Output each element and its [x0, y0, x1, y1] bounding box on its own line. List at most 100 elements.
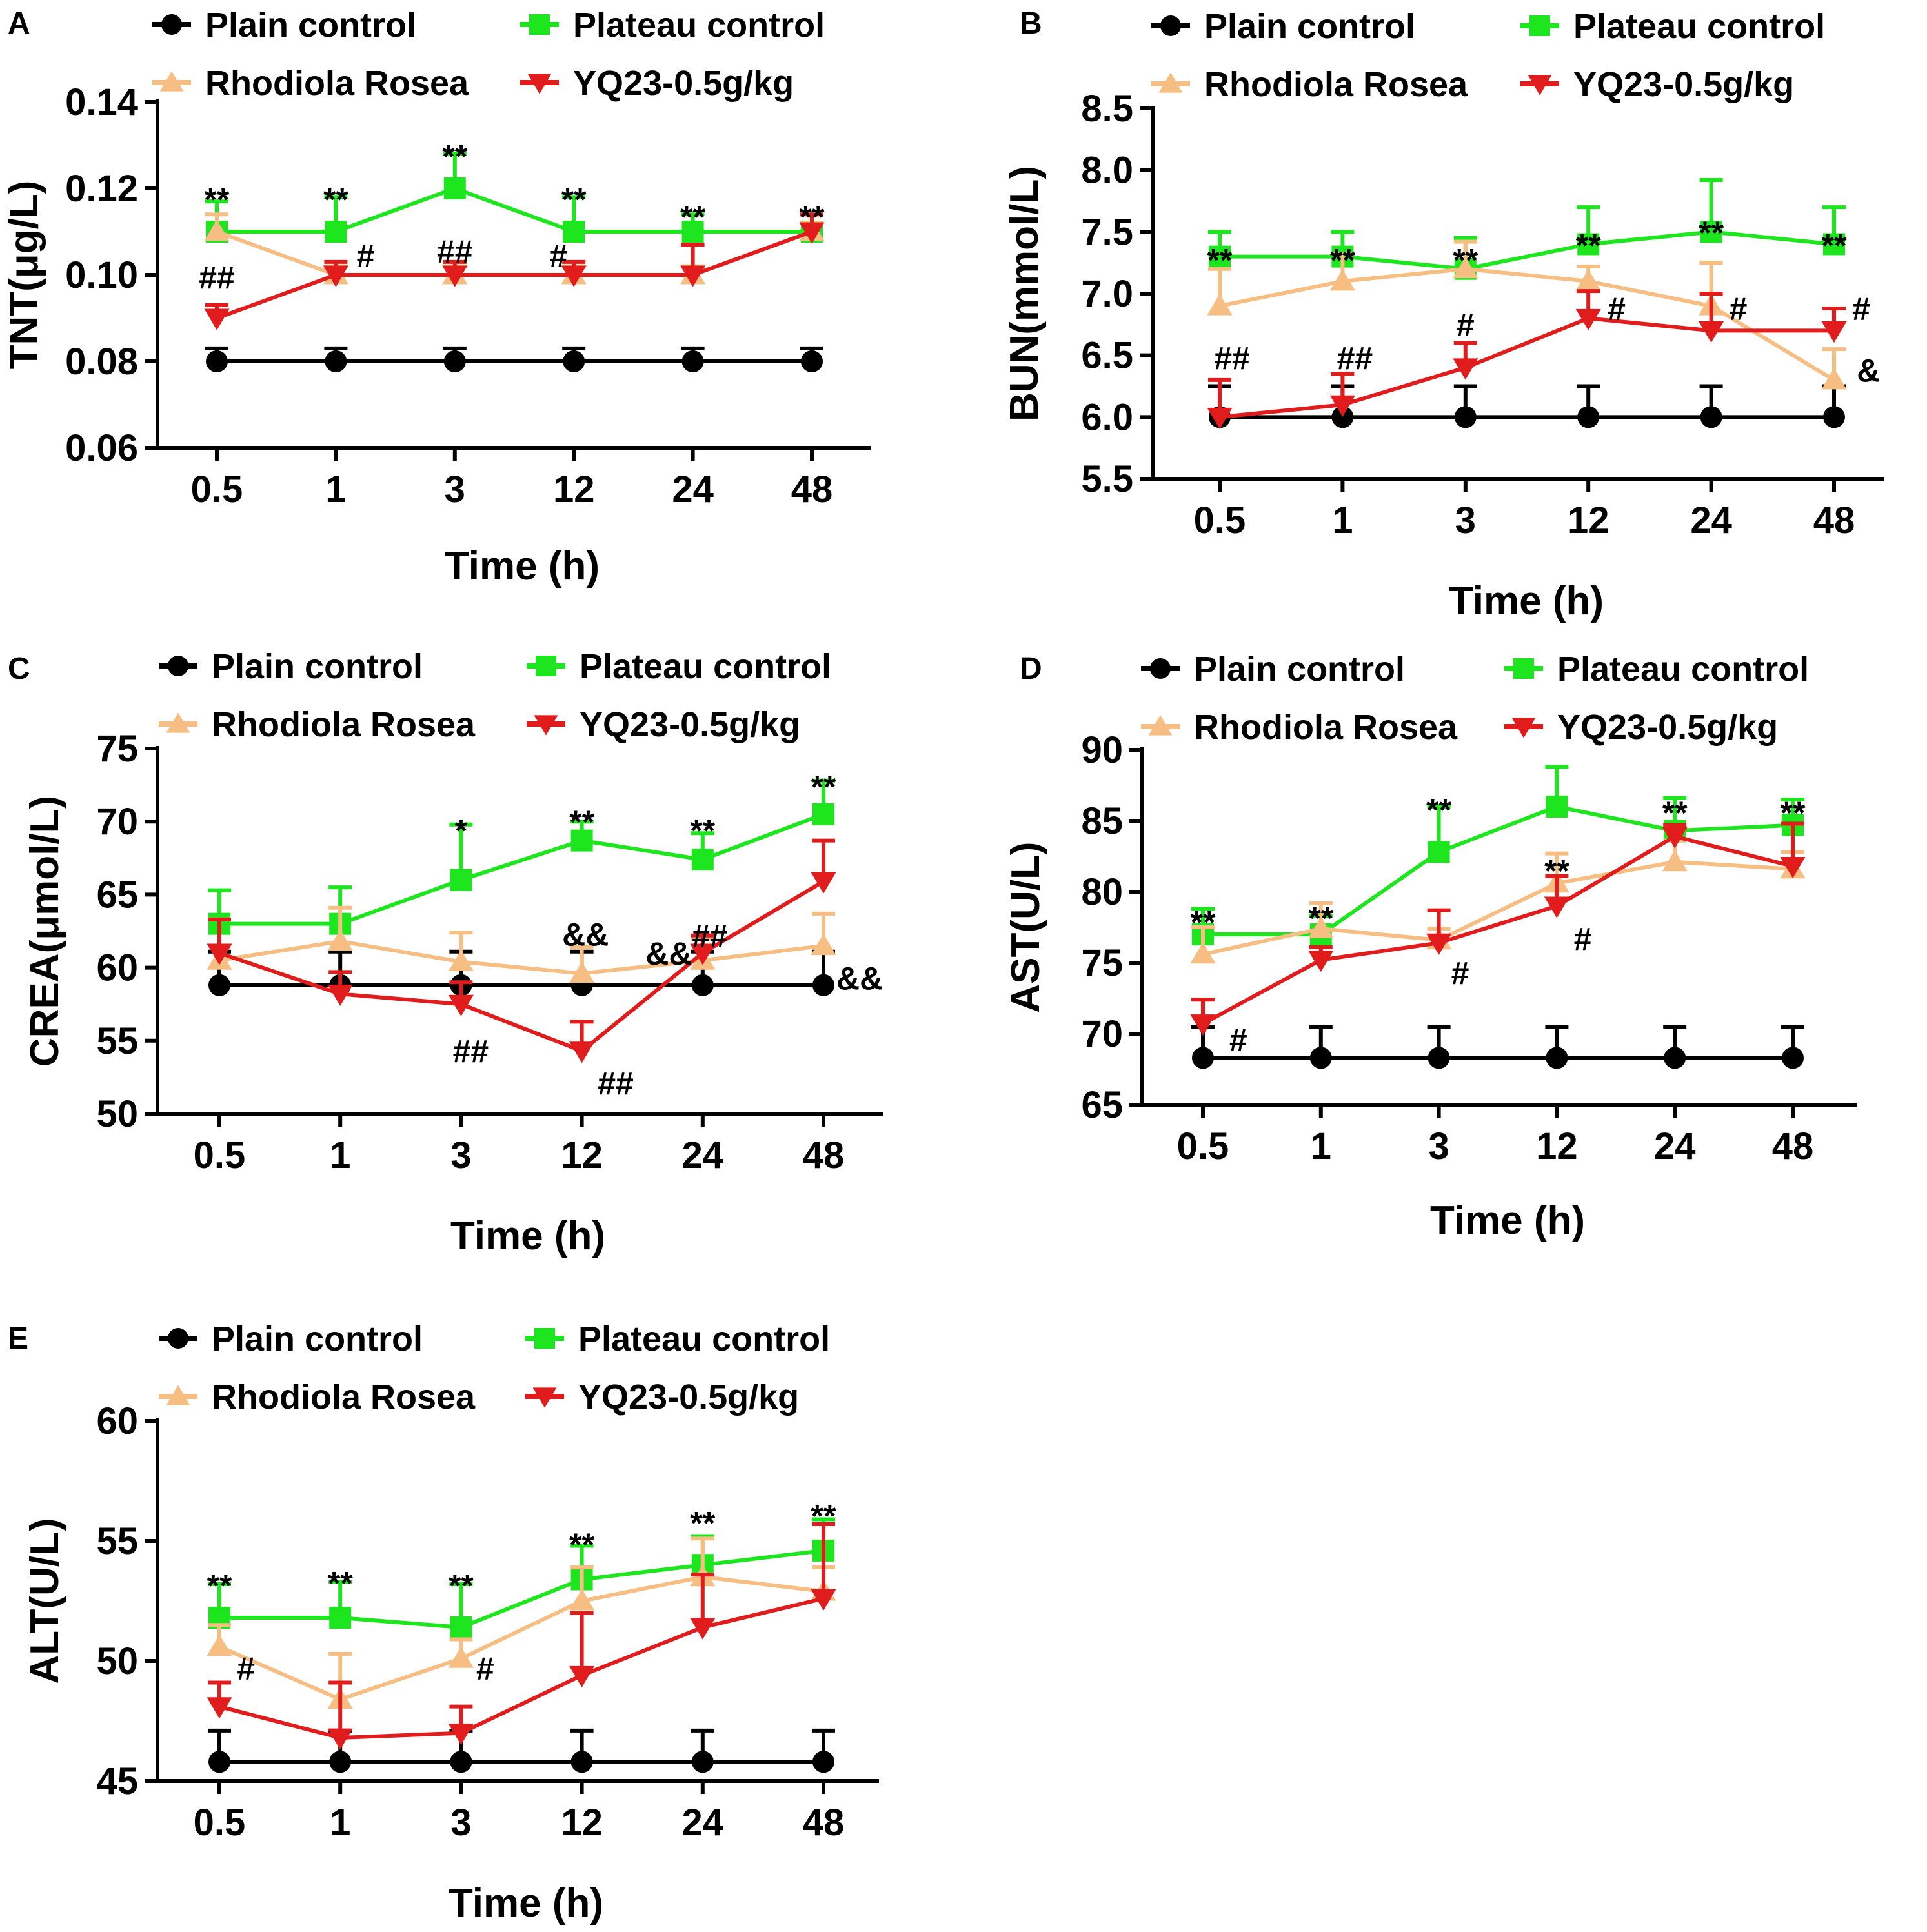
legend-plateau-control-marker: [1529, 15, 1550, 36]
data-point: [1308, 916, 1334, 938]
series-line-plateau-control: [219, 1548, 824, 1629]
data-point: [1699, 321, 1724, 343]
y-tick-label: 0.08: [65, 341, 138, 383]
series-yq23-0-5g-kg: [207, 838, 836, 1063]
legend-label-plain-control: Plain control: [212, 647, 423, 686]
data-point: [450, 1616, 472, 1638]
panel-letter-a: A: [8, 6, 30, 41]
data-point: [812, 974, 834, 996]
y-tick-label: 7.5: [1081, 211, 1133, 253]
data-point: [448, 949, 474, 971]
data-point: [327, 929, 353, 951]
annotation: *: [455, 812, 468, 849]
x-tick-label: 0.5: [191, 468, 243, 510]
y-tick-label: 60: [96, 1400, 138, 1442]
y-tick-label: 0.14: [65, 81, 138, 123]
annotation: **: [561, 182, 587, 218]
legend-rhodiola-rosea-marker: [166, 712, 190, 733]
chart-panel-a: A Plain control Plateau control Rhodiola Ro…: [2, 6, 871, 589]
legend-label-yq23-0-5g-kg: YQ23-0.5g/kg: [573, 64, 794, 103]
y-tick-label: 65: [1081, 1084, 1123, 1126]
series-line-plateau-control: [219, 812, 825, 926]
annotation: #: [1229, 1022, 1247, 1058]
legend-label-plateau-control: Plateau control: [1557, 650, 1809, 689]
data-point: [691, 849, 714, 871]
y-tick-label: 0.12: [65, 168, 138, 210]
series-rhodiola-rosea: [1207, 239, 1847, 390]
legend-label-rhodiola-rosea: Rhodiola Rosea: [212, 1378, 476, 1416]
x-tick-label: 0.5: [1194, 499, 1246, 541]
legend-plain-control-marker: [168, 1328, 188, 1349]
data-point: [448, 1724, 474, 1746]
legend-rhodiola-rosea-marker: [1148, 715, 1173, 736]
legend-label-plain-control: Plain control: [212, 1320, 423, 1358]
data-point: [323, 265, 348, 287]
annotation: **: [1781, 795, 1806, 831]
data-point: [327, 984, 353, 1007]
data-point: [1207, 294, 1233, 316]
series-line-plateau-control: [1220, 230, 1835, 271]
data-point: [561, 265, 587, 287]
x-tick-label: 0.5: [194, 1134, 246, 1176]
legend-label-plateau-control: Plateau control: [580, 647, 831, 686]
series-rhodiola-rosea: [207, 1536, 836, 1709]
data-point: [680, 265, 706, 287]
annotation: &&: [645, 936, 692, 972]
annotation: **: [811, 1498, 836, 1534]
series-line-plateau-control: [217, 186, 812, 234]
series-plateau-control: [205, 152, 823, 243]
annotation: **: [323, 182, 348, 218]
data-point: [1821, 321, 1847, 343]
data-point: [570, 829, 593, 852]
series-plain-control: [1191, 1025, 1804, 1069]
legend-label-plain-control: Plain control: [205, 6, 416, 45]
annotation: #: [357, 238, 375, 274]
data-point: [1308, 951, 1334, 972]
series-plateau-control: [208, 1517, 835, 1638]
legend-plateau-control-marker: [529, 14, 550, 35]
data-point: [448, 994, 474, 1016]
data-point: [325, 350, 347, 372]
chart-panel-d: D Plain control Plateau control Rhodiola Ro…: [1004, 650, 1857, 1243]
annotation: **: [569, 1527, 594, 1563]
x-tick-label: 24: [682, 1802, 724, 1844]
x-tick-label: 48: [1772, 1125, 1814, 1167]
annotation: **: [1822, 227, 1847, 263]
annotation: #: [1451, 955, 1469, 991]
annotation: **: [1330, 242, 1355, 278]
data-point: [1309, 1047, 1332, 1069]
data-point: [204, 308, 230, 330]
annotation: ##: [1214, 340, 1250, 376]
annotation: **: [1699, 215, 1724, 251]
legend-rhodiola-rosea-marker: [166, 1385, 190, 1405]
x-tick-label: 24: [672, 468, 714, 510]
y-tick-label: 75: [1081, 942, 1123, 984]
data-point: [1209, 245, 1231, 268]
annotation: **: [1207, 242, 1233, 278]
data-point: [690, 943, 716, 965]
data-point: [811, 1589, 836, 1611]
annotation: **: [1426, 792, 1451, 829]
legend-plain-control-marker: [1160, 15, 1181, 36]
data-point: [1544, 896, 1569, 918]
y-tick-label: 50: [96, 1640, 138, 1682]
x-tick-label: 48: [803, 1802, 845, 1844]
data-point: [1662, 850, 1688, 872]
data-point: [811, 933, 836, 956]
x-tick-label: 3: [450, 1802, 471, 1844]
annotation: #: [1852, 291, 1870, 327]
legend-yq23-0-5g-kg-marker: [532, 1387, 557, 1408]
data-point: [1426, 933, 1452, 955]
y-tick-label: 70: [1081, 1013, 1123, 1055]
x-tick-label: 1: [325, 468, 346, 510]
data-point: [1577, 233, 1600, 256]
data-point: [1575, 308, 1601, 330]
legend-yq23-0-5g-kg-marker: [1511, 718, 1536, 738]
annotation: **: [680, 199, 705, 235]
data-point: [1207, 407, 1233, 430]
annotation: **: [1576, 227, 1601, 263]
x-tick-label: 48: [803, 1134, 845, 1176]
x-tick-label: 0.5: [1177, 1125, 1229, 1167]
x-tick-label: 12: [561, 1802, 603, 1844]
x-tick-label: 3: [445, 468, 465, 510]
